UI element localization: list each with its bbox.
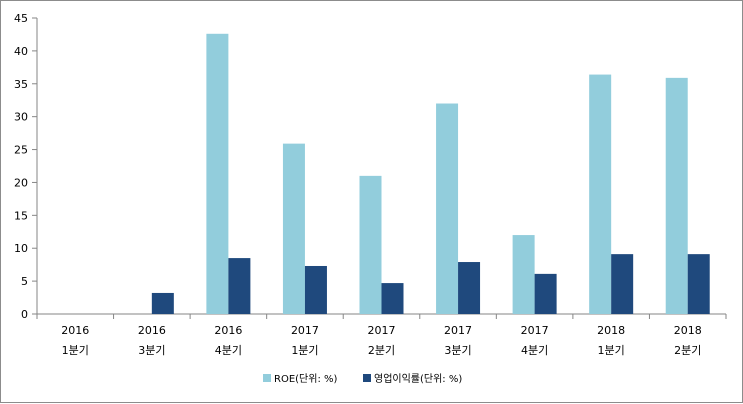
x-category-quarter: 1분기 [598, 344, 625, 357]
operating-margin-bar [381, 283, 404, 314]
x-category-year: 2017 [444, 324, 472, 337]
operating-margin-bar [687, 254, 710, 314]
roe-bar [206, 33, 229, 314]
y-tick-label: 5 [21, 275, 28, 288]
operating-margin-bar [611, 254, 634, 314]
y-tick-label: 30 [14, 111, 28, 124]
y-tick-label: 0 [21, 308, 28, 321]
x-category-year: 2016 [138, 324, 166, 337]
x-category-quarter: 3분기 [138, 344, 165, 357]
x-category-year: 2017 [291, 324, 319, 337]
y-tick-label: 40 [14, 45, 28, 58]
y-tick-label: 45 [14, 12, 28, 25]
roe-bar [665, 77, 688, 314]
x-category-quarter: 2분기 [368, 344, 395, 357]
roe-bar [436, 103, 459, 314]
y-tick-label: 20 [14, 176, 28, 189]
y-tick-label: 25 [14, 144, 28, 157]
x-category-year: 2016 [214, 324, 242, 337]
x-category-year: 2017 [368, 324, 396, 337]
operating-margin-bar [534, 273, 557, 314]
legend-label-operating-margin: 영업이익률(단위: %) [374, 372, 462, 385]
roe-bar [512, 235, 535, 314]
roe-bar [359, 175, 382, 314]
x-category-quarter: 1분기 [62, 344, 89, 357]
y-tick-label: 35 [14, 78, 28, 91]
operating-margin-bar [458, 262, 481, 314]
legend-label-roe: ROE(단위: %) [274, 372, 337, 385]
x-category-quarter: 1분기 [291, 344, 318, 357]
x-category-quarter: 2분기 [674, 344, 701, 357]
x-category-quarter: 3분기 [444, 344, 471, 357]
y-tick-label: 15 [14, 209, 28, 222]
x-category-year: 2018 [597, 324, 625, 337]
roe-bar [589, 74, 612, 315]
roe-bar [282, 143, 305, 314]
x-category-year: 2018 [674, 324, 702, 337]
operating-margin-bar [151, 292, 174, 314]
legend-swatch-operating-margin [363, 374, 371, 382]
x-category-quarter: 4분기 [521, 344, 548, 357]
y-tick-label: 10 [14, 242, 28, 255]
operating-margin-bar [304, 265, 327, 314]
legend-swatch-roe [263, 374, 271, 382]
x-category-year: 2016 [61, 324, 89, 337]
x-category-year: 2017 [521, 324, 549, 337]
x-category-quarter: 4분기 [215, 344, 242, 357]
operating-margin-bar [228, 258, 251, 314]
